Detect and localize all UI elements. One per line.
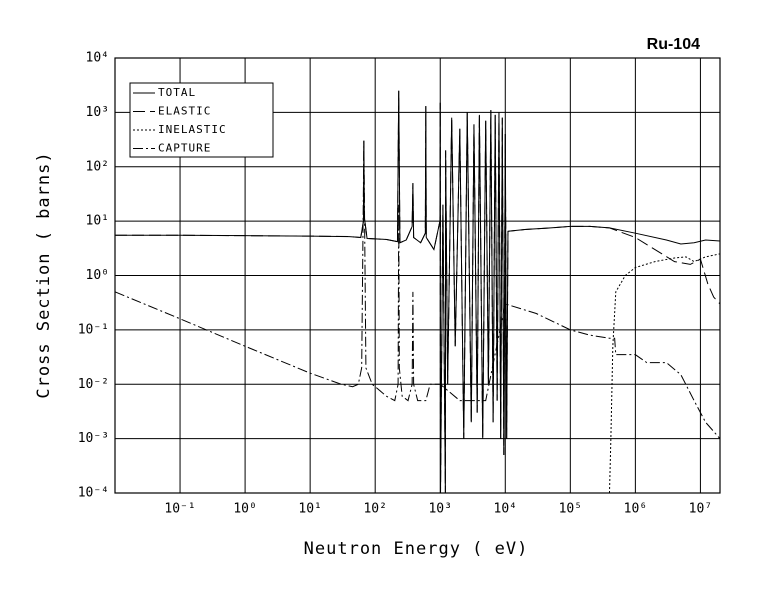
y-tick-label: 10⁻² <box>78 377 109 392</box>
x-axis-label: Neutron Energy ( eV) <box>304 539 529 559</box>
legend-label: INELASTIC <box>158 123 227 136</box>
chart-title: Ru-104 <box>647 36 700 53</box>
y-tick-label: 10³ <box>86 105 109 120</box>
legend-label: ELASTIC <box>158 105 211 118</box>
x-tick-label: 10⁷ <box>689 502 712 517</box>
plot-frame <box>114 57 721 494</box>
x-tick-label: 10³ <box>428 502 451 517</box>
x-tick-label: 10⁵ <box>559 502 582 517</box>
legend: TOTAL ELASTIC INELASTIC CAPTURE <box>129 82 274 158</box>
series-line <box>608 253 720 493</box>
y-tick-label: 10² <box>86 159 109 174</box>
legend-box <box>129 82 274 158</box>
legend-label: TOTAL <box>158 86 196 99</box>
y-tick-label: 10⁻¹ <box>78 322 109 337</box>
legend-label: CAPTURE <box>158 142 211 155</box>
x-tick-label: 10⁶ <box>624 502 647 517</box>
y-tick-label: 10¹ <box>86 214 109 229</box>
x-tick-label: 10⁴ <box>494 502 517 517</box>
series-line <box>115 140 720 439</box>
y-tick-label: 10⁴ <box>86 51 109 66</box>
y-tick-label: 10⁰ <box>86 268 109 283</box>
series-line <box>115 90 720 493</box>
x-tick-label: 10⁰ <box>233 502 256 517</box>
x-tick-label: 10² <box>363 502 386 517</box>
y-axis-label: Cross Section ( barns) <box>34 151 54 398</box>
x-tick-label: 10⁻¹ <box>164 502 195 517</box>
y-tick-label: 10⁻⁴ <box>78 486 109 501</box>
x-tick-label: 10¹ <box>298 502 321 517</box>
y-tick-label: 10⁻³ <box>78 431 109 446</box>
